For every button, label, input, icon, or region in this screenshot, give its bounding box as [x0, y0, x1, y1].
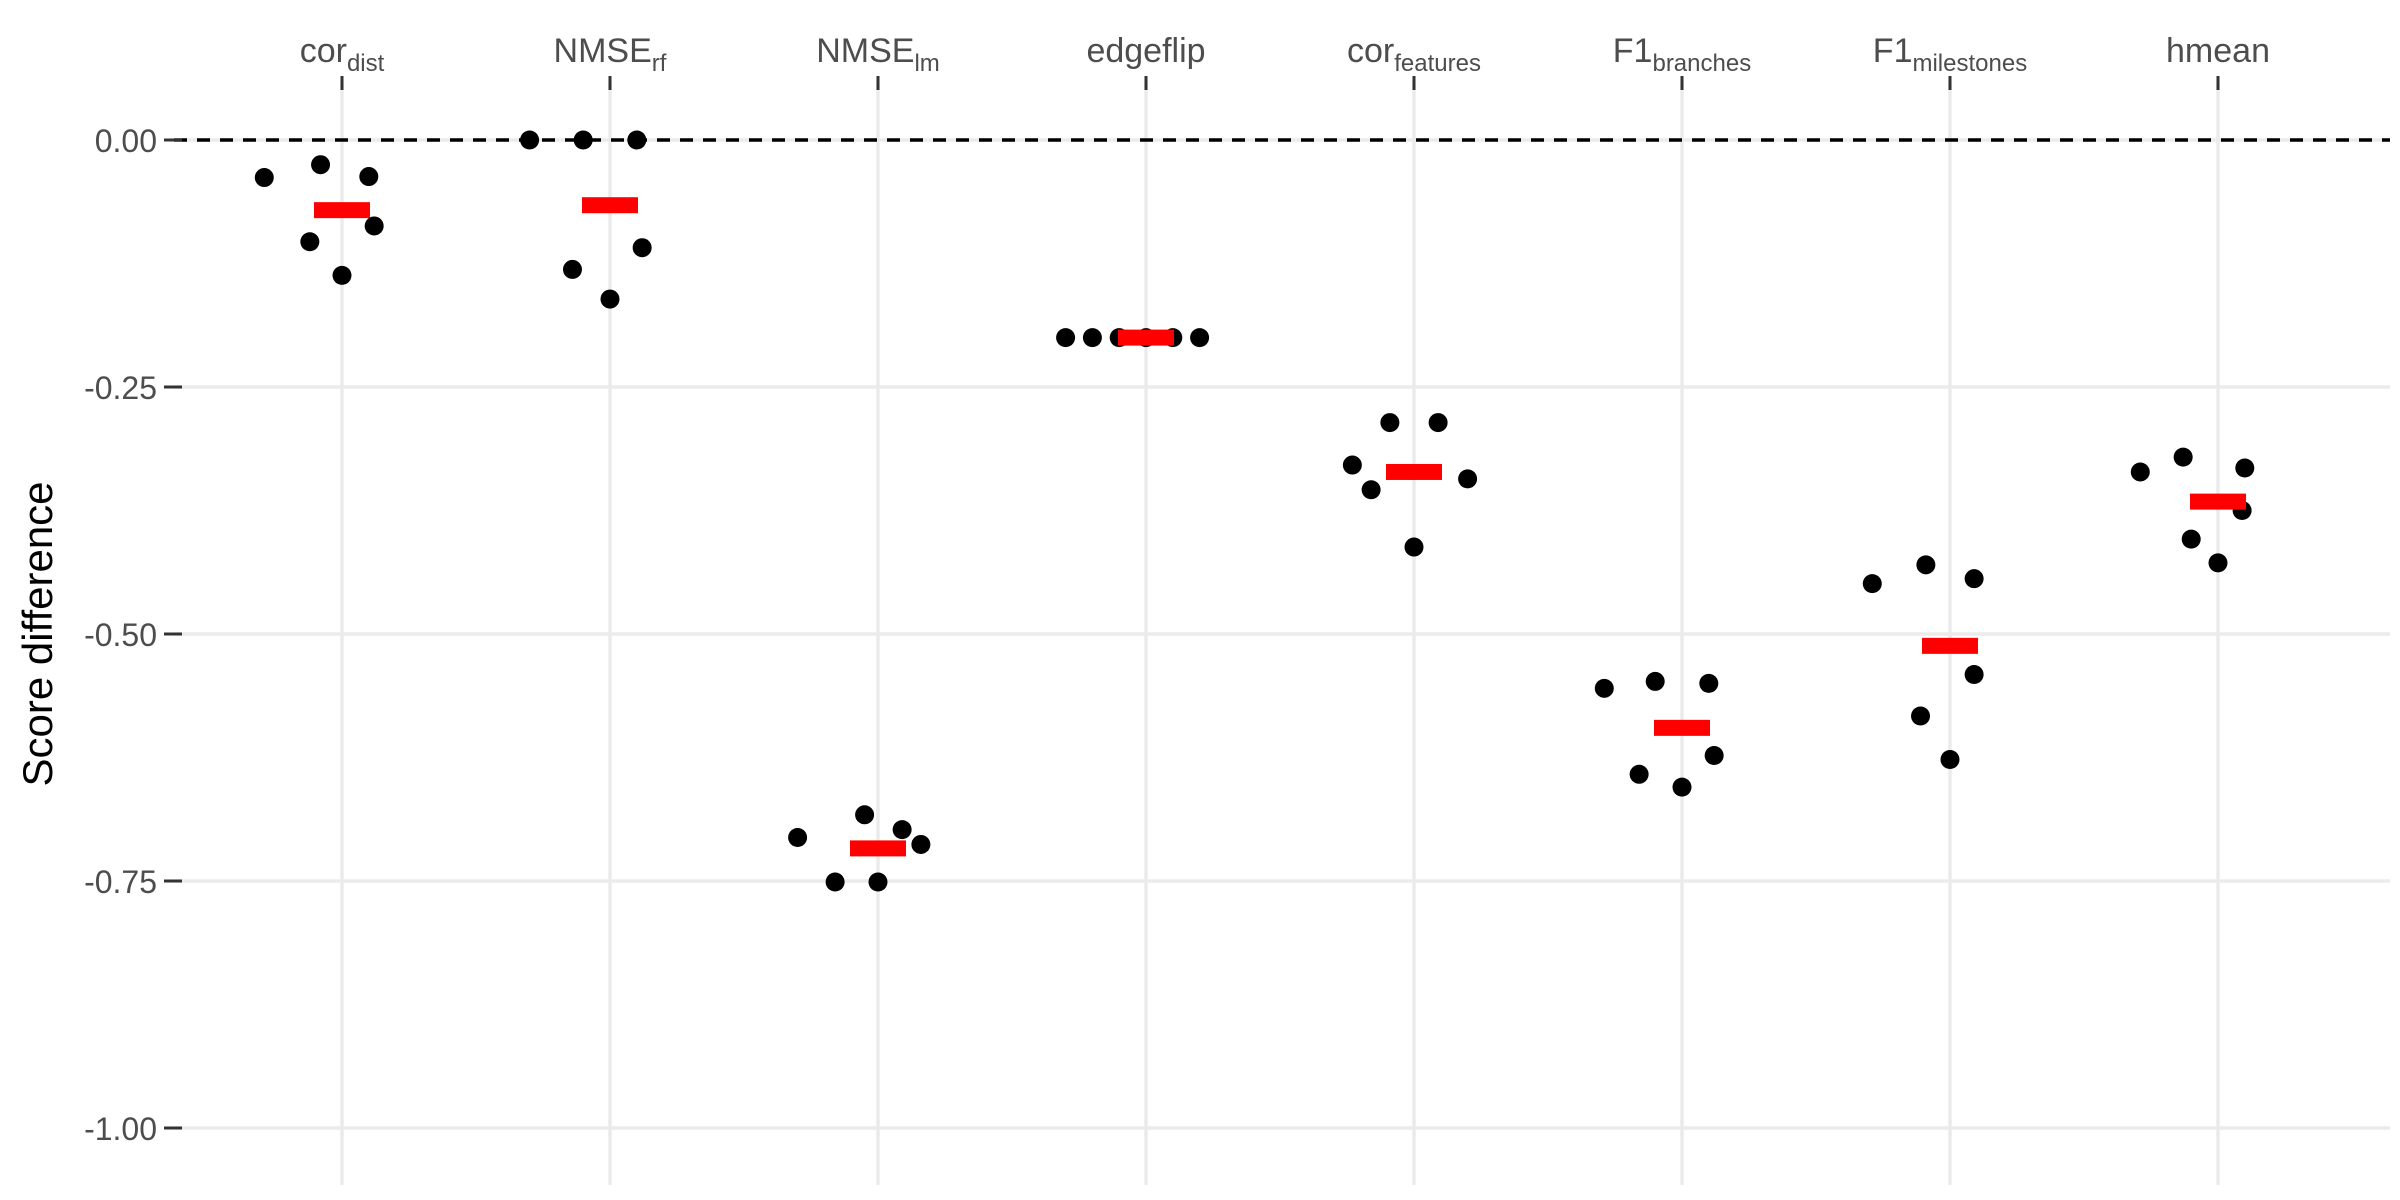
y-tick-label: -0.75 [84, 864, 157, 900]
mean-marker [1386, 463, 1442, 480]
data-point [1964, 569, 1984, 589]
data-point [627, 130, 647, 150]
data-point [2208, 553, 2228, 573]
data-point [1916, 555, 1936, 575]
data-point [1361, 480, 1381, 500]
data-point [1082, 328, 1102, 348]
axes: 0.00 -0.25 -0.50 -0.75 -1.00 cordist NMSErf NMS… [84, 32, 2270, 1147]
mean-markers [314, 197, 2246, 857]
data-point [1342, 455, 1362, 475]
data-point [1404, 537, 1424, 557]
data-point [892, 820, 912, 840]
data-point [1458, 469, 1478, 489]
x-tick-label-4: edgeflip [1086, 32, 1205, 70]
x-tick-label-8: hmean [2166, 32, 2270, 70]
y-tick-label: -0.25 [84, 370, 157, 406]
data-point [1699, 673, 1719, 693]
grid [174, 83, 2390, 1185]
data-point [364, 216, 384, 236]
x-tick-label-7: F1milestones [1873, 32, 2027, 77]
data-point [911, 834, 931, 854]
data-point [573, 130, 593, 150]
data-point [1645, 671, 1665, 691]
data-point [300, 232, 320, 252]
mean-marker [314, 202, 370, 219]
data-point [2235, 458, 2255, 478]
data-point [1672, 777, 1692, 797]
data-point [1704, 746, 1724, 766]
x-tick-label-2: NMSErf [554, 32, 667, 77]
mean-marker [850, 840, 906, 857]
data-point [855, 805, 875, 825]
y-tick-label: 0.00 [95, 123, 157, 159]
data-point [2181, 529, 2201, 549]
y-tick-label: -1.00 [84, 1111, 157, 1147]
data-point [254, 168, 274, 188]
data-point [332, 265, 352, 285]
mean-marker [1654, 719, 1710, 736]
data-point [632, 238, 652, 258]
x-tick-label-1: cordist [300, 32, 385, 77]
data-point [825, 872, 845, 892]
data-point [1428, 413, 1448, 433]
x-tick-label-6: F1branches [1613, 32, 1751, 77]
data-point [1629, 764, 1649, 784]
data-point [2173, 447, 2193, 467]
data-point [1940, 749, 1960, 769]
data-point [520, 130, 540, 150]
data-point [600, 289, 620, 309]
data-point [2130, 462, 2150, 482]
data-point [359, 167, 379, 187]
y-tick-label: -0.50 [84, 617, 157, 653]
data-point [1380, 413, 1400, 433]
x-tick-label-3: NMSElm [816, 32, 940, 77]
data-point [1964, 665, 1984, 685]
data-point [1862, 574, 1882, 594]
x-tick-label-5: corfeatures [1347, 32, 1481, 77]
data-point [1594, 678, 1614, 698]
data-point [311, 155, 331, 175]
mean-marker [582, 197, 638, 214]
data-point [868, 872, 888, 892]
mean-marker [1118, 329, 1174, 346]
data-point [1056, 328, 1076, 348]
y-axis-label: Score difference [14, 481, 61, 786]
mean-marker [2190, 493, 2246, 510]
data-points [254, 130, 2255, 892]
data-point [788, 828, 808, 848]
mean-marker [1922, 637, 1978, 654]
data-point [1911, 706, 1931, 726]
data-point [1190, 328, 1210, 348]
data-point [562, 259, 582, 279]
